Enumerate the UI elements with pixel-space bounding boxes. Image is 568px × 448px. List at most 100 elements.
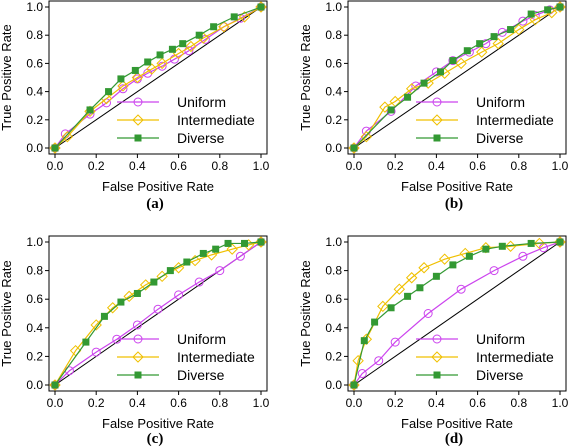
data-point-intermediate: [405, 272, 418, 284]
data-point-diverse: [241, 239, 249, 247]
data-point-intermediate: [172, 262, 185, 274]
x-tick-label: 0.2: [387, 396, 404, 410]
y-tick-label: 0.2: [26, 349, 43, 363]
x-tick-label: 0.4: [428, 159, 445, 173]
x-tick-label: 0.8: [211, 396, 228, 410]
data-point-intermediate: [529, 13, 541, 26]
data-point-diverse: [210, 23, 218, 31]
data-point-uniform: [132, 320, 142, 330]
roc-panel-1: 0.0 0.2 0.4 0.6 0.8 1.0 0.0 0.2 0.4 0.6 0.8 1.0 Fals…: [0, 0, 270, 212]
y-tick-label: 0.8: [26, 264, 43, 278]
legend-label-diverse: Diverse: [177, 130, 225, 146]
legend-label-uniform: Uniform: [476, 331, 525, 347]
data-point-diverse: [168, 45, 176, 53]
data-point-diverse: [465, 252, 473, 260]
legend-label-uniform: Uniform: [177, 331, 226, 347]
legend-marker-uniform: [133, 97, 143, 107]
plot-frame: [48, 0, 268, 155]
y-tick-label: 0.4: [325, 85, 342, 99]
data-point-intermediate: [218, 21, 230, 33]
legend-marker-uniform: [432, 334, 442, 344]
legend-marker-intermediate: [132, 114, 144, 126]
data-point-uniform: [448, 56, 458, 66]
data-point-diverse: [476, 40, 484, 48]
data-point-diverse: [437, 68, 445, 76]
data-point-diverse: [224, 239, 232, 247]
data-point-intermediate: [226, 243, 238, 255]
y-tick-label: 0.6: [26, 292, 43, 306]
data-point-diverse: [212, 245, 220, 253]
legend-label-diverse: Diverse: [177, 367, 225, 383]
legend-marker-intermediate: [132, 351, 144, 363]
y-tick-label: 0.6: [325, 56, 342, 70]
panel-label: (b): [445, 196, 463, 212]
data-point-intermediate: [146, 63, 158, 75]
legend-label-diverse: Diverse: [476, 367, 524, 383]
data-point-intermediate: [476, 46, 488, 58]
y-tick-label: 0.4: [26, 85, 43, 99]
data-point-uniform: [489, 266, 499, 276]
y-axis-title: True Positive Rate: [0, 24, 14, 130]
x-axis-title: False Positive Rate: [401, 179, 513, 194]
x-tick-label: 0.4: [129, 396, 146, 410]
legend-marker-intermediate: [431, 114, 443, 126]
data-point-uniform: [235, 251, 245, 261]
data-point-diverse: [404, 292, 412, 300]
data-point-intermediate: [117, 80, 129, 92]
x-tick-label: 0.6: [170, 159, 187, 173]
data-point-diverse: [350, 144, 358, 152]
legend-marker-intermediate: [431, 351, 443, 363]
x-axis-title: False Positive Rate: [102, 416, 214, 431]
data-point-diverse: [117, 298, 125, 306]
legend-marker-diverse: [433, 371, 441, 379]
y-axis-title: True Positive Rate: [298, 24, 313, 130]
data-point-intermediate: [455, 57, 467, 70]
legend-marker-uniform: [133, 334, 143, 344]
legend-marker-diverse: [433, 134, 441, 142]
data-point-uniform: [194, 277, 204, 287]
data-point-uniform: [423, 309, 433, 318]
data-point-uniform: [518, 16, 528, 26]
x-tick-label: 0.0: [47, 159, 64, 173]
data-point-diverse: [156, 51, 164, 59]
roc-panel-2: 0.0 0.2 0.4 0.6 0.8 1.0 0.0 0.2 0.4 0.6 0.8 1.0 Fals…: [298, 0, 568, 212]
data-point-diverse: [449, 261, 457, 269]
data-point-uniform: [174, 290, 184, 300]
data-point-diverse: [360, 337, 368, 345]
data-point-diverse: [420, 79, 428, 87]
data-point-uniform: [219, 22, 229, 32]
x-tick-label: 1.0: [253, 159, 270, 173]
x-tick-label: 0.2: [88, 396, 105, 410]
x-tick-label: 0.6: [469, 159, 486, 173]
plot-frame: [347, 0, 567, 155]
x-tick-label: 1.0: [552, 159, 568, 173]
y-tick-label: 0.0: [325, 141, 342, 155]
x-tick-label: 0.6: [170, 396, 187, 410]
data-point-intermediate: [205, 249, 218, 261]
panel-label: (a): [146, 196, 164, 212]
data-point-diverse: [86, 106, 94, 114]
data-point-diverse: [449, 57, 457, 65]
legend-marker-diverse: [134, 371, 142, 379]
diagonal-reference-line: [353, 6, 561, 149]
data-point-uniform: [256, 2, 266, 12]
data-point-intermediate: [513, 23, 525, 36]
data-point-diverse: [387, 304, 395, 312]
data-point-diverse: [432, 272, 440, 280]
data-point-intermediate: [156, 57, 168, 70]
data-point-intermediate: [418, 262, 430, 274]
data-point-intermediate: [61, 131, 74, 143]
x-tick-label: 0.6: [469, 396, 486, 410]
data-point-diverse: [195, 31, 203, 39]
data-point-diverse: [117, 75, 125, 83]
data-point-uniform: [50, 380, 60, 390]
data-point-intermediate: [185, 40, 197, 53]
data-point-uniform: [50, 143, 60, 153]
panel-label: (d): [445, 431, 463, 447]
x-tick-label: 0.0: [346, 396, 363, 410]
data-point-diverse: [482, 245, 490, 253]
data-point-diverse: [350, 381, 358, 389]
data-point-uniform: [555, 2, 565, 12]
y-tick-label: 0.4: [325, 321, 342, 335]
